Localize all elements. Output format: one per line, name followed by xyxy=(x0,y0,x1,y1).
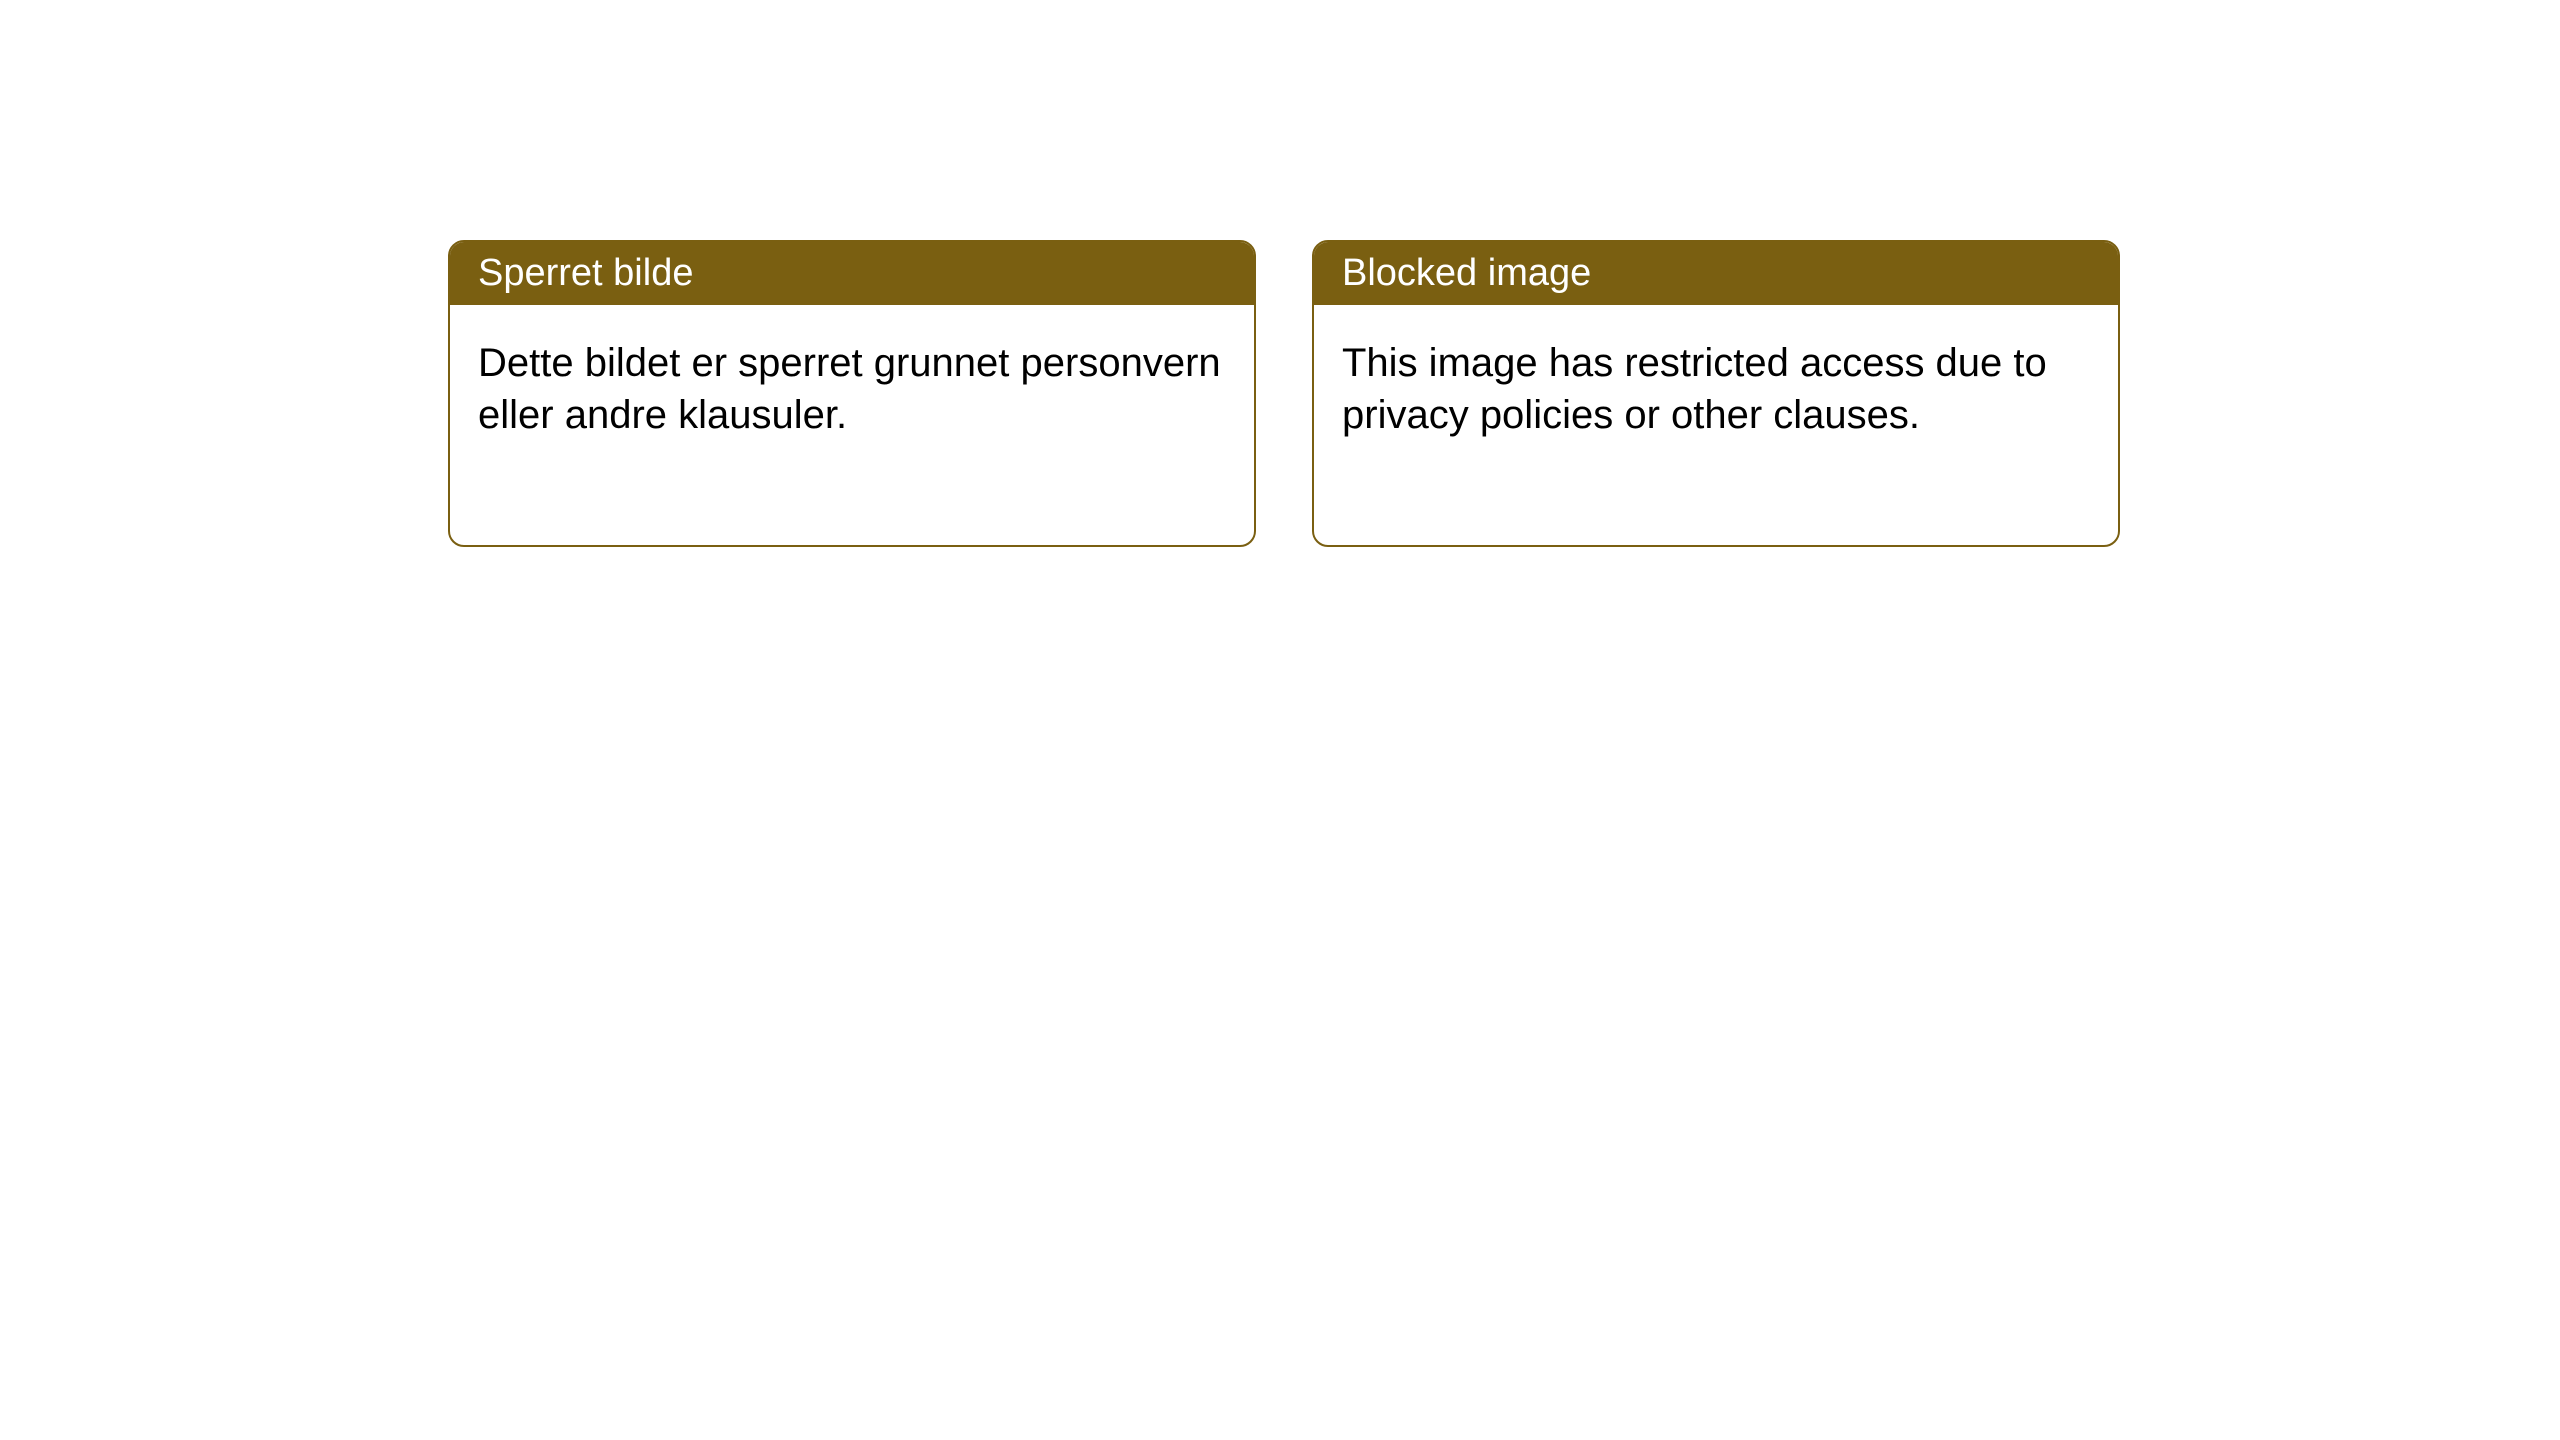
notice-title: Blocked image xyxy=(1314,242,2118,305)
notice-title: Sperret bilde xyxy=(450,242,1254,305)
notice-card-english: Blocked image This image has restricted … xyxy=(1312,240,2120,547)
notice-card-norwegian: Sperret bilde Dette bildet er sperret gr… xyxy=(448,240,1256,547)
notice-body: Dette bildet er sperret grunnet personve… xyxy=(450,305,1254,545)
notice-body: This image has restricted access due to … xyxy=(1314,305,2118,545)
notice-container: Sperret bilde Dette bildet er sperret gr… xyxy=(0,0,2560,547)
